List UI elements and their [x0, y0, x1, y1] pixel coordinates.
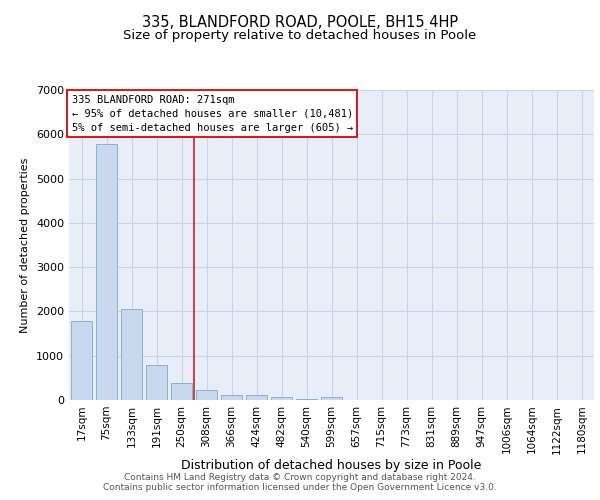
Bar	[246, 395, 267, 400]
Text: Size of property relative to detached houses in Poole: Size of property relative to detached ho…	[124, 28, 476, 42]
Bar	[296, 398, 317, 400]
Y-axis label: Number of detached properties: Number of detached properties	[20, 158, 31, 332]
Bar	[221, 395, 242, 400]
Bar	[96, 144, 117, 400]
Text: 335 BLANDFORD ROAD: 271sqm
← 95% of detached houses are smaller (10,481)
5% of s: 335 BLANDFORD ROAD: 271sqm ← 95% of deta…	[71, 94, 353, 132]
Bar	[121, 309, 142, 400]
Bar	[71, 321, 92, 400]
Bar	[146, 364, 167, 400]
Text: 335, BLANDFORD ROAD, POOLE, BH15 4HP: 335, BLANDFORD ROAD, POOLE, BH15 4HP	[142, 15, 458, 30]
Bar	[321, 396, 342, 400]
Bar	[196, 390, 217, 400]
Bar	[271, 397, 292, 400]
Text: Contains HM Land Registry data © Crown copyright and database right 2024.
Contai: Contains HM Land Registry data © Crown c…	[103, 473, 497, 492]
X-axis label: Distribution of detached houses by size in Poole: Distribution of detached houses by size …	[181, 459, 482, 472]
Bar	[171, 383, 192, 400]
